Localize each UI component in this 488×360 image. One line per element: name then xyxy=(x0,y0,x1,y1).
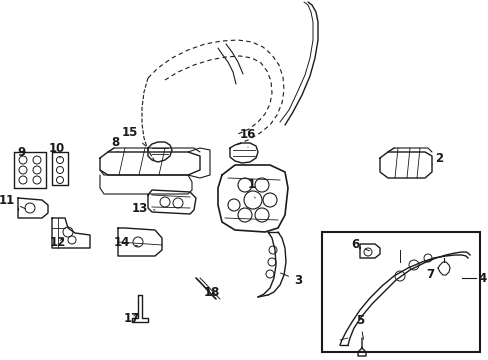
Text: 12: 12 xyxy=(50,235,66,248)
Text: 8: 8 xyxy=(111,135,119,152)
Text: 17: 17 xyxy=(123,311,140,324)
Text: 6: 6 xyxy=(351,238,369,252)
Text: 10: 10 xyxy=(49,141,65,158)
Text: 16: 16 xyxy=(239,129,256,147)
Text: 18: 18 xyxy=(203,285,220,298)
Text: 9: 9 xyxy=(18,145,26,158)
Text: 7: 7 xyxy=(425,269,439,282)
Text: 11: 11 xyxy=(0,194,25,209)
Text: 4: 4 xyxy=(477,271,485,284)
Text: 1: 1 xyxy=(247,179,256,198)
Text: 2: 2 xyxy=(431,152,442,165)
Text: 14: 14 xyxy=(113,235,138,248)
Bar xyxy=(321,232,479,352)
Text: 5: 5 xyxy=(355,314,364,339)
Text: 3: 3 xyxy=(280,273,302,287)
Text: 13: 13 xyxy=(131,202,155,215)
Text: 15: 15 xyxy=(122,126,145,146)
